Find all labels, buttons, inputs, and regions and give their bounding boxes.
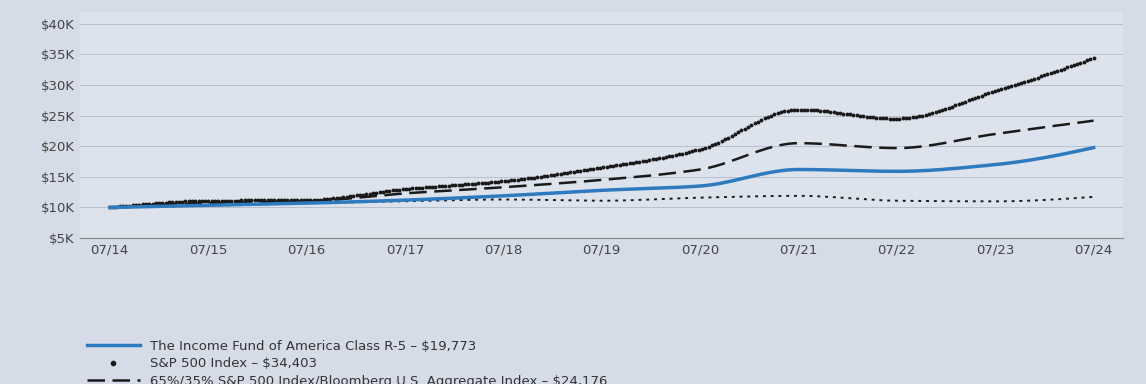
Legend: The Income Fund of America Class R-5 – $19,773, S&P 500 Index – $34,403, 65%/35%: The Income Fund of America Class R-5 – $… (87, 340, 607, 384)
